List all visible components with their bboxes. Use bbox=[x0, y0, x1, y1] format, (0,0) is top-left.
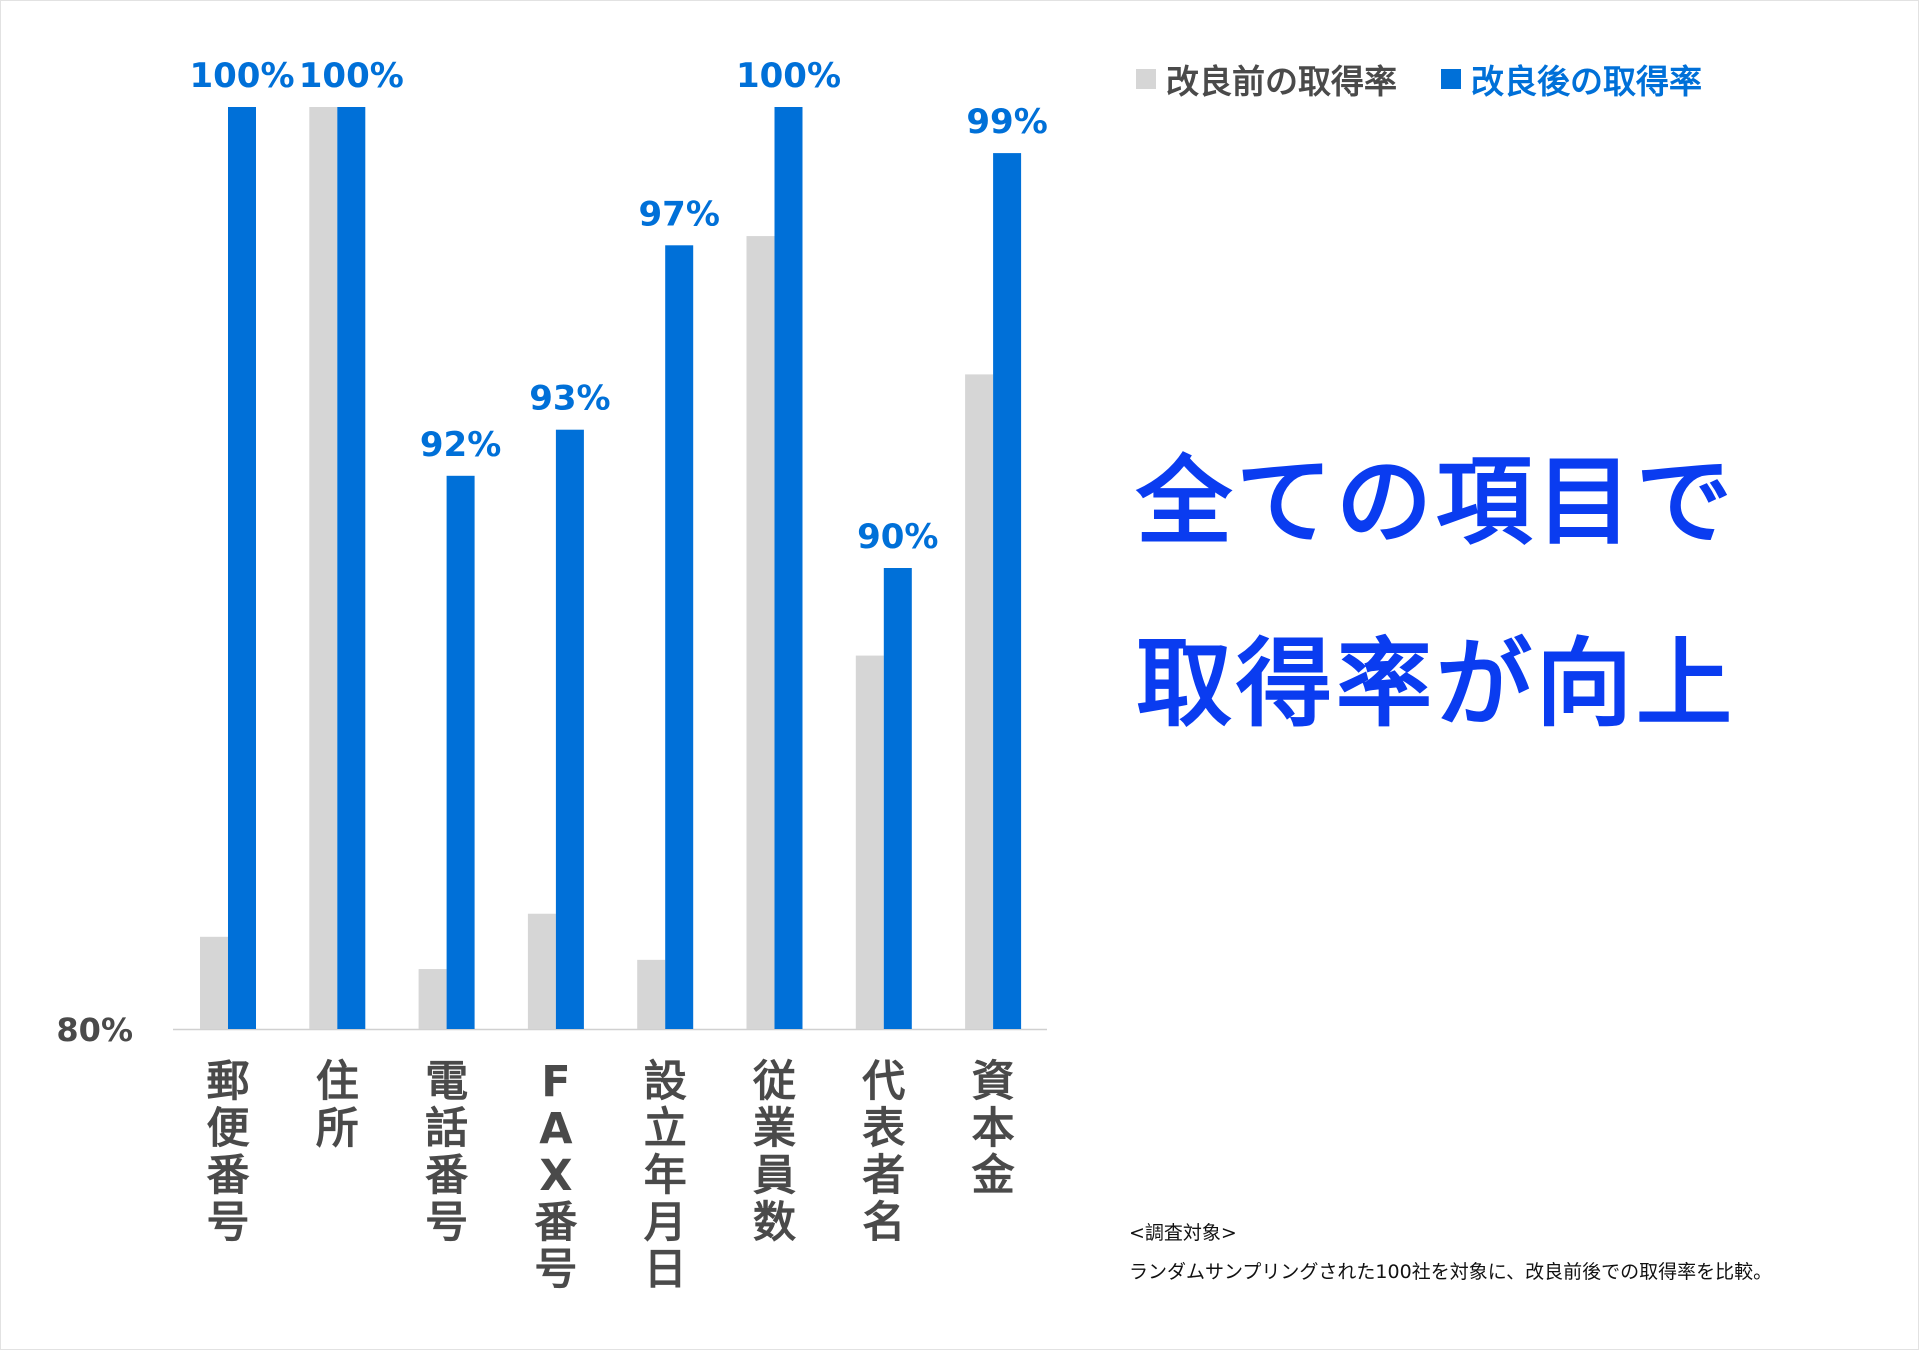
headline-line-1: 全ての項目で bbox=[1136, 446, 1736, 558]
bar-before-7 bbox=[965, 374, 994, 1029]
bar-after-0 bbox=[228, 107, 256, 1029]
bar-after-4 bbox=[665, 245, 694, 1030]
x-category-label-0: 郵便番号 bbox=[206, 1057, 250, 1248]
note-body: ランダムサンプリングされた100社を対象に、改良前後での取得率を比較。 bbox=[1129, 1261, 1773, 1283]
data-label-0: 100% bbox=[189, 56, 294, 96]
legend-item-after: 改良後の取得率 bbox=[1441, 55, 1702, 103]
x-category-label-7: 資本金 bbox=[971, 1057, 1015, 1201]
bar-before-3 bbox=[527, 913, 556, 1029]
bar-before-2 bbox=[418, 969, 447, 1029]
legend-swatch-after bbox=[1441, 69, 1461, 89]
bar-after-2 bbox=[446, 475, 475, 1029]
data-label-5: 100% bbox=[736, 56, 841, 96]
data-label-6: 90% bbox=[857, 517, 938, 557]
note-heading: <調査対象> bbox=[1129, 1222, 1237, 1244]
x-category-label-2: 電話番号 bbox=[425, 1057, 469, 1248]
headline-line-2: 取得率が向上 bbox=[1136, 628, 1736, 740]
legend-item-before: 改良前の取得率 bbox=[1136, 55, 1397, 103]
headline: 全ての項目で 取得率が向上 bbox=[1136, 411, 1736, 775]
legend: 改良前の取得率 改良後の取得率 bbox=[1136, 55, 1746, 103]
survey-note: <調査対象> ランダムサンプリングされた100社を対象に、改良前後での取得率を比… bbox=[1129, 1214, 1772, 1292]
data-label-2: 92% bbox=[420, 425, 501, 465]
bar-after-6 bbox=[883, 568, 912, 1029]
y-tick-label: 80% bbox=[56, 1011, 133, 1049]
bar-before-4 bbox=[637, 959, 666, 1029]
bar-after-3 bbox=[555, 429, 584, 1029]
legend-label-after: 改良後の取得率 bbox=[1471, 62, 1702, 101]
bar-before-1 bbox=[309, 107, 338, 1029]
bar-after-7 bbox=[993, 153, 1022, 1030]
bar-after-5 bbox=[774, 107, 803, 1029]
data-label-7: 99% bbox=[966, 102, 1047, 142]
data-label-1: 100% bbox=[299, 56, 404, 96]
legend-swatch-before bbox=[1136, 69, 1156, 89]
bar-after-1 bbox=[337, 107, 366, 1029]
x-category-label-3: FAX番号 bbox=[534, 1057, 578, 1295]
x-category-label-5: 従業員数 bbox=[753, 1057, 796, 1248]
x-category-label-1: 住所 bbox=[315, 1057, 359, 1154]
bar-before-0 bbox=[200, 936, 228, 1029]
bar-before-6 bbox=[855, 655, 884, 1029]
x-category-label-6: 代表者名 bbox=[862, 1057, 906, 1248]
data-label-3: 93% bbox=[529, 379, 610, 419]
data-label-4: 97% bbox=[639, 194, 720, 234]
bar-before-5 bbox=[746, 236, 775, 1029]
legend-label-before: 改良前の取得率 bbox=[1166, 62, 1397, 101]
x-category-label-4: 設立年月日 bbox=[643, 1057, 687, 1295]
